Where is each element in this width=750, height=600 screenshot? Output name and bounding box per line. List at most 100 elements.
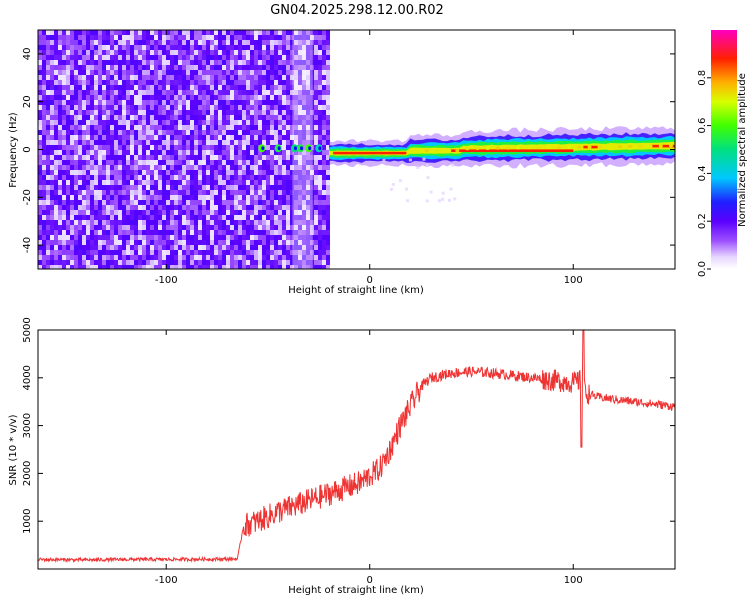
spectrogram-cell <box>114 55 118 60</box>
spectrogram-cell <box>94 195 98 200</box>
spectrogram-cell <box>258 135 262 140</box>
spectrogram-cell <box>306 65 310 70</box>
spectrogram-cell <box>38 70 42 75</box>
spectrogram-cell <box>98 55 102 60</box>
spectrogram-cell <box>158 150 162 155</box>
spectrogram-cell <box>154 115 158 120</box>
spectrogram-cell <box>110 235 114 240</box>
spectrogram-cell <box>262 180 266 185</box>
spectrogram-cell <box>94 180 98 185</box>
spectrogram-cell <box>306 120 310 125</box>
spectrogram-cell <box>282 85 286 90</box>
spectrogram-cell <box>270 200 274 205</box>
spectrogram-cell <box>70 60 74 65</box>
spectrogram-cell <box>98 175 102 180</box>
spectrogram-cell <box>302 95 306 100</box>
spectrogram-cell <box>258 65 262 70</box>
spectrogram-cell <box>78 185 82 190</box>
spectrogram-cell <box>138 230 142 235</box>
spectrogram-cell <box>278 115 282 120</box>
spectrogram-cell <box>310 75 314 80</box>
spectrogram-cell <box>82 260 86 265</box>
spectrogram-cell <box>142 130 146 135</box>
spectrogram-cell <box>250 50 254 55</box>
snr-y-tick-label: 3000 <box>22 413 33 438</box>
spectrogram-cell <box>170 215 174 220</box>
spectrogram-cell <box>42 125 46 130</box>
spectrogram-cell <box>218 145 222 150</box>
spectrogram-cell <box>298 40 302 45</box>
spectrogram-cell <box>286 30 290 35</box>
spectrogram-cell <box>326 205 330 210</box>
spectrogram-cell <box>110 150 114 155</box>
spectrogram-cell <box>170 70 174 75</box>
spectrogram-cell <box>82 250 86 255</box>
spectrogram-cell <box>86 75 90 80</box>
spectrogram-cell <box>94 135 98 140</box>
spectrogram-cell <box>126 90 130 95</box>
spectrogram-cell <box>214 200 218 205</box>
spectrogram-cell <box>230 140 234 145</box>
spectrogram-cell <box>246 85 250 90</box>
spectrogram-cell <box>142 230 146 235</box>
spectrogram-cell <box>290 255 294 260</box>
spectrogram-cell <box>98 200 102 205</box>
spectrogram-cell <box>74 140 78 145</box>
spectrogram-cell <box>98 80 102 85</box>
spectrogram-cell <box>154 60 158 65</box>
spectrogram-cell <box>210 250 214 255</box>
spectrogram-cell <box>222 235 226 240</box>
spectrogram-cell <box>82 185 86 190</box>
spectrogram-cell <box>278 85 282 90</box>
spectrogram-cell <box>106 115 110 120</box>
spectrogram-cell <box>270 140 274 145</box>
spectrogram-cell <box>78 235 82 240</box>
spectrogram-cell <box>266 210 270 215</box>
spectrogram-cell <box>246 135 250 140</box>
spectrogram-cell <box>282 135 286 140</box>
spectrogram-cell <box>222 240 226 245</box>
spectrogram-cell <box>158 180 162 185</box>
spectrogram-cell <box>102 120 106 125</box>
spectrogram-cell <box>126 165 130 170</box>
spectrogram-cell <box>174 75 178 80</box>
spectrogram-cell <box>70 165 74 170</box>
spectrogram-cell <box>42 170 46 175</box>
spectrogram-cell <box>86 175 90 180</box>
spectrogram-cell <box>306 130 310 135</box>
spectrogram-cell <box>322 35 326 40</box>
spectrogram-cell <box>90 65 94 70</box>
spectrogram-y-tick-label: 20 <box>22 95 33 108</box>
spectrogram-cell <box>242 160 246 165</box>
spectrogram-cell <box>122 75 126 80</box>
spectrogram-cell <box>190 40 194 45</box>
spectrogram-cell <box>310 225 314 230</box>
spectrogram-cell <box>254 170 258 175</box>
spectrogram-cell <box>62 240 66 245</box>
spectrogram-cell <box>206 45 210 50</box>
spectrogram-cell <box>70 105 74 110</box>
spectrogram-cell <box>114 265 118 269</box>
spectrogram-cell <box>98 215 102 220</box>
spectrogram-cell <box>282 105 286 110</box>
spectrogram-cell <box>50 50 54 55</box>
spectrogram-cell <box>270 55 274 60</box>
spectrogram-cell <box>270 175 274 180</box>
spectrogram-cell <box>290 180 294 185</box>
spectrogram-cell <box>82 135 86 140</box>
spectrogram-cell <box>282 255 286 260</box>
spectrogram-cell <box>50 75 54 80</box>
spectrogram-cell <box>182 125 186 130</box>
spectrogram-cell <box>206 245 210 250</box>
spectrogram-cell <box>174 170 178 175</box>
spectrogram-cell <box>214 210 218 215</box>
spectrogram-cell <box>110 155 114 160</box>
spectrogram-cell <box>142 110 146 115</box>
spectrogram-cell <box>322 170 326 175</box>
spectrogram-cell <box>66 210 70 215</box>
spectrogram-cell <box>82 180 86 185</box>
spectrogram-cell <box>130 100 134 105</box>
spectrogram-cell <box>174 150 178 155</box>
spectrogram-cell <box>310 260 314 265</box>
spectrogram-cell <box>106 80 110 85</box>
